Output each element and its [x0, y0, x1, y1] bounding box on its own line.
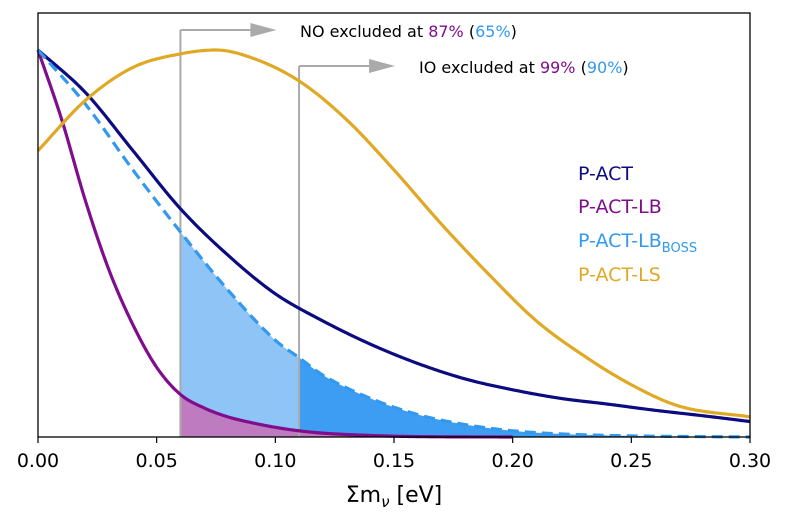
x-tick-label-6: 0.30 — [729, 450, 771, 472]
shaded-region-1 — [299, 357, 750, 437]
x-tick-label-4: 0.20 — [492, 450, 534, 472]
exclusion-arrow-head-1 — [369, 59, 396, 73]
xlabel-subscript: ν — [381, 493, 389, 511]
annotation-io-boss-value: 90% — [587, 58, 623, 77]
annotation-io-lb-value: 99% — [540, 58, 576, 77]
plot-frame — [37, 12, 751, 438]
legend-entry-p-act: P-ACT — [578, 163, 633, 185]
shaded-region-0 — [180, 231, 300, 437]
legend-entry-p-act-lb-boss: P-ACT-LBBOSS — [578, 230, 697, 256]
series-line-p-act-ls — [36, 48, 751, 419]
shaded-region-2 — [180, 394, 750, 437]
xlabel-unit: [eV] — [396, 483, 442, 508]
legend-entry-p-act-ls: P-ACT-LS — [578, 264, 661, 286]
svg-text:NO excluded at 87% (65%): NO excluded at 87% (65%) — [300, 22, 517, 41]
x-ticks: 0.00 0.05 0.10 0.15 0.20 0.25 0.30 — [17, 437, 771, 472]
annotation-io: IO excluded at 99% (90%) — [419, 58, 629, 77]
series-lines — [36, 13, 751, 439]
legend-entry-p-act-lb: P-ACT-LB — [578, 196, 662, 218]
legend: P-ACT P-ACT-LB P-ACT-LBBOSS P-ACT-LS — [578, 163, 697, 286]
x-tick-label-0: 0.00 — [17, 450, 59, 472]
shaded-regions — [180, 231, 750, 437]
exclusion-arrow-head-0 — [250, 23, 277, 37]
exclusion-lines — [179, 23, 396, 437]
series-line-p-act-lb-boss — [36, 48, 751, 439]
x-tick-label-1: 0.05 — [136, 450, 178, 472]
series-line-p-act — [36, 48, 751, 424]
svg-text:IO excluded at 99% (90%): IO excluded at 99% (90%) — [419, 58, 629, 77]
svg-text:Σmν [eV]: Σmν [eV] — [346, 483, 443, 511]
xlabel-symbol: Σm — [346, 483, 381, 508]
x-tick-label-2: 0.10 — [254, 450, 296, 472]
annotation-no-lb-value: 87% — [428, 22, 464, 41]
x-tick-label-5: 0.25 — [610, 450, 652, 472]
annotation-no-boss-value: 65% — [475, 22, 511, 41]
x-tick-label-3: 0.15 — [373, 450, 415, 472]
annotation-no: NO excluded at 87% (65%) — [300, 22, 517, 41]
x-axis-label: Σmν [eV] — [346, 483, 443, 511]
